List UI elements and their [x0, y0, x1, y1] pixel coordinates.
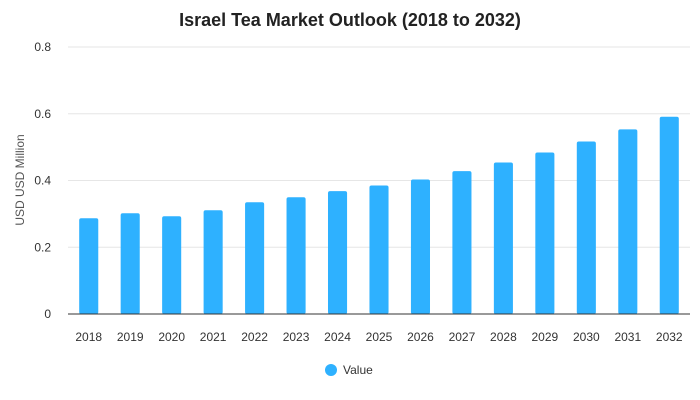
y-tick-label: 0.2 — [34, 240, 51, 254]
legend[interactable]: Value — [325, 363, 373, 377]
bar-2018[interactable] — [79, 218, 99, 314]
y-axis-ticks: 0 0.2 0.4 0.6 0.8 — [34, 40, 51, 321]
y-axis-label: USD USD Million — [13, 134, 27, 225]
legend-label[interactable]: Value — [343, 363, 373, 377]
x-tick-label: 2021 — [200, 330, 227, 344]
bar-2029[interactable] — [535, 152, 555, 314]
bar-series — [79, 116, 679, 314]
y-tick-label: 0 — [44, 307, 51, 321]
bar-2027[interactable] — [452, 171, 472, 314]
bar-2031[interactable] — [618, 129, 638, 314]
bar-2019[interactable] — [120, 213, 140, 314]
y-tick-label: 0.4 — [34, 174, 51, 188]
x-tick-label: 2030 — [573, 330, 600, 344]
x-tick-label: 2027 — [449, 330, 476, 344]
x-tick-label: 2018 — [75, 330, 102, 344]
bar-2024[interactable] — [327, 191, 348, 314]
x-tick-label: 2029 — [532, 330, 559, 344]
bar-2032[interactable] — [659, 116, 679, 314]
x-tick-label: 2019 — [117, 330, 144, 344]
x-tick-label: 2024 — [324, 330, 351, 344]
x-tick-label: 2022 — [241, 330, 268, 344]
bar-2022[interactable] — [245, 202, 265, 314]
bar-2028[interactable] — [493, 162, 513, 314]
bar-2021[interactable] — [203, 210, 223, 314]
y-tick-label: 0.8 — [34, 40, 51, 54]
x-tick-label: 2026 — [407, 330, 434, 344]
legend-marker[interactable] — [325, 364, 337, 376]
x-tick-label: 2031 — [614, 330, 641, 344]
y-tick-label: 0.6 — [34, 107, 51, 121]
bar-2020[interactable] — [162, 216, 182, 314]
x-tick-label: 2028 — [490, 330, 517, 344]
x-tick-label: 2032 — [656, 330, 683, 344]
x-tick-label: 2023 — [283, 330, 310, 344]
x-tick-label: 2020 — [158, 330, 185, 344]
chart-title: Israel Tea Market Outlook (2018 to 2032) — [179, 10, 521, 30]
bar-2030[interactable] — [576, 141, 596, 314]
x-axis-ticks: 2018 2019 2020 2021 2022 2023 2024 2025 2026 2027… — [75, 330, 683, 344]
bar-2026[interactable] — [410, 179, 431, 314]
bar-2023[interactable] — [286, 197, 306, 314]
bar-2025[interactable] — [369, 185, 389, 314]
x-tick-label: 2025 — [366, 330, 393, 344]
